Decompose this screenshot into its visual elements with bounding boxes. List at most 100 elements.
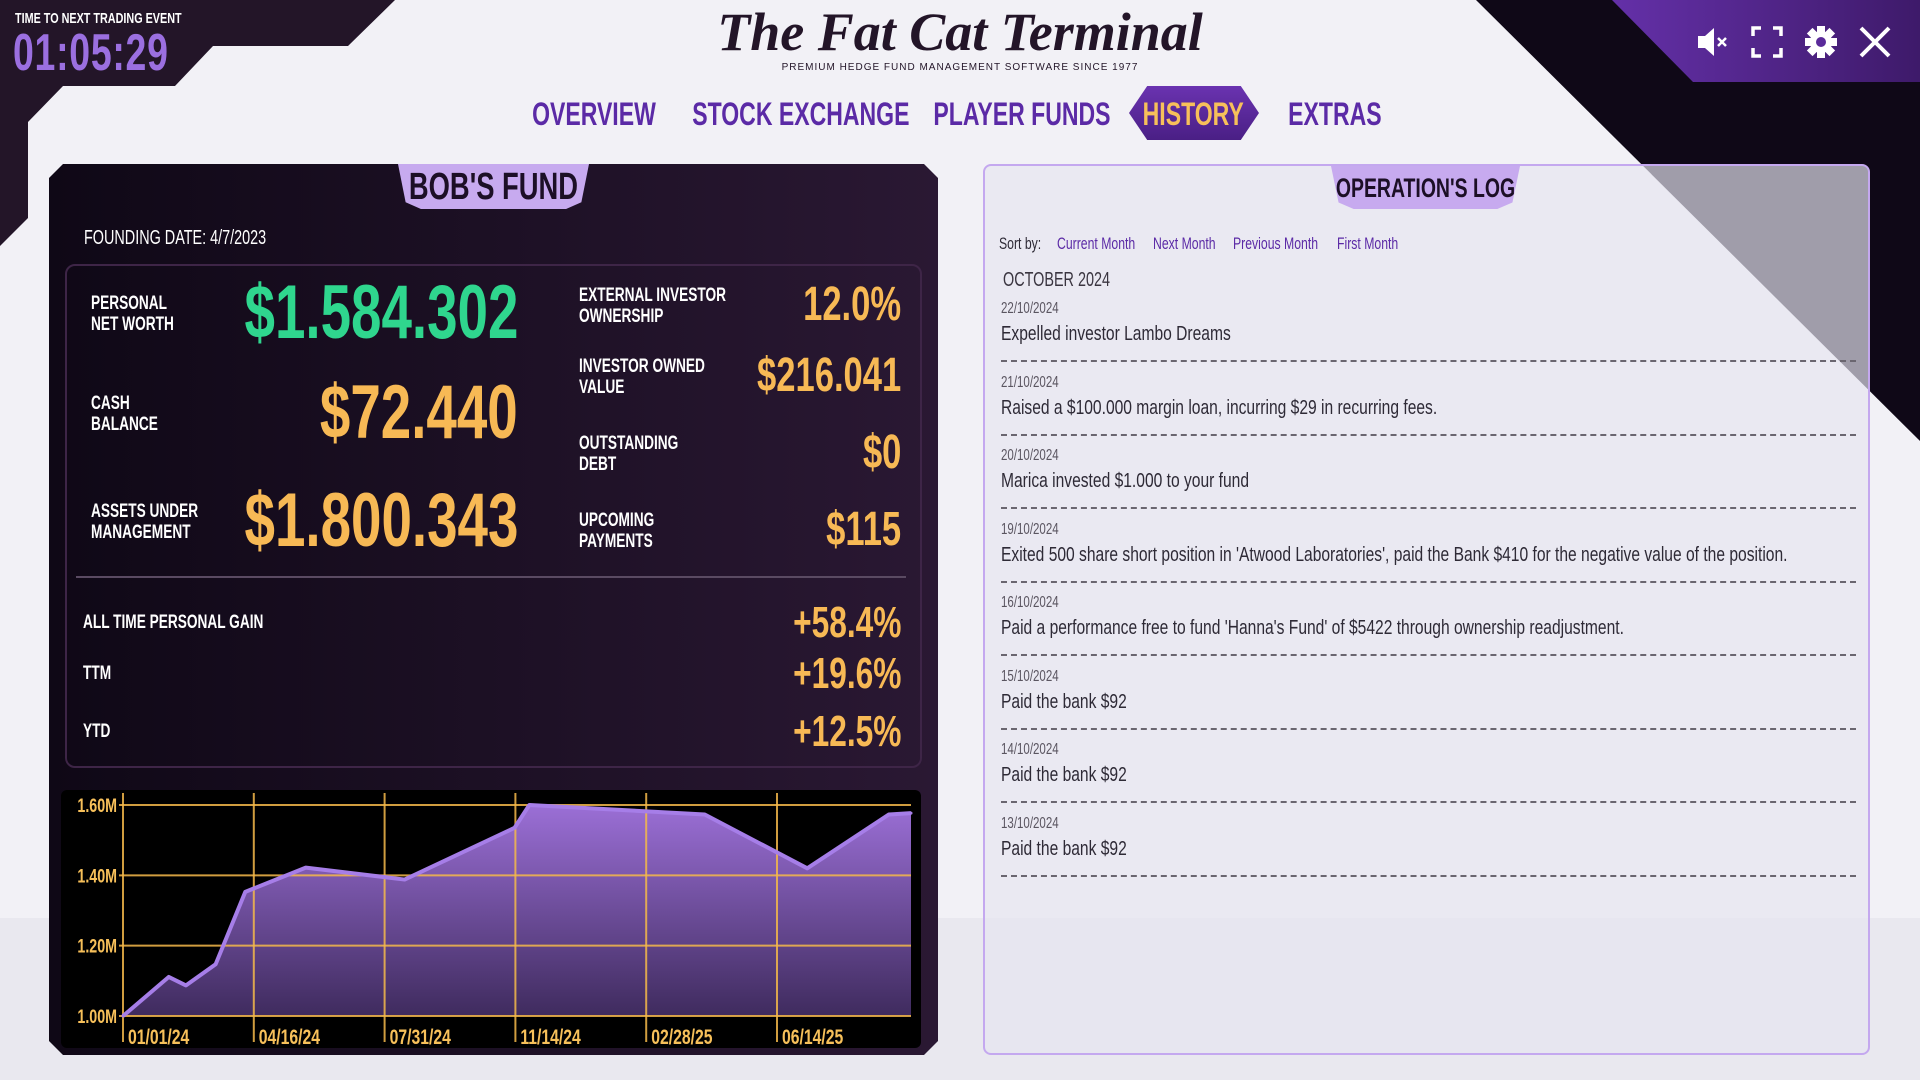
- nav-label: PLAYER FUNDS: [933, 96, 1111, 132]
- sort-first-month[interactable]: First Month: [1337, 234, 1409, 254]
- stat-label: PERSONAL NET WORTH: [91, 293, 201, 335]
- stat-label-line2: DEBT: [579, 454, 617, 475]
- tab-history[interactable]: HISTORY: [1142, 94, 1244, 134]
- log-entry-text: Expelled investor Lambo Dreams: [1001, 322, 1861, 346]
- x-tick-label: 01/01/24: [128, 1025, 190, 1049]
- log-entry-date: 14/10/2024: [1001, 741, 1121, 759]
- log-text: Expelled investor Lambo Dreams: [1001, 323, 1231, 345]
- gain-value: +58.4%: [751, 598, 901, 648]
- log-date-text: 15/10/2024: [1001, 667, 1059, 685]
- stat-label-line1: CASH: [91, 393, 130, 414]
- log-entry-text: Paid the bank $92: [1001, 690, 1861, 714]
- tagline-text: PREMIUM HEDGE FUND MANAGEMENT SOFTWARE S…: [781, 62, 1139, 73]
- tab-overview[interactable]: OVERVIEW: [532, 94, 656, 134]
- tab-stock-exchange[interactable]: STOCK EXCHANGE: [692, 94, 909, 134]
- log-entry-text: Marica invested $1.000 to your fund: [1001, 469, 1861, 493]
- tab-extras[interactable]: EXTRAS: [1288, 94, 1381, 134]
- log-entry-text: Exited 500 share short position in 'Atwo…: [1001, 543, 1861, 567]
- data-point: [167, 975, 171, 979]
- stat-value: $1.584.302: [215, 273, 518, 353]
- gain-value-text: +19.6%: [792, 649, 901, 698]
- mute-icon[interactable]: [1696, 24, 1730, 60]
- stat-value: $1.800.343: [215, 481, 518, 561]
- sort-next-month[interactable]: Next Month: [1153, 234, 1225, 254]
- stat-value: $0: [751, 428, 901, 478]
- data-point: [403, 878, 407, 882]
- log-title-tab: OPERATION'S LOG: [1331, 166, 1520, 209]
- sort-option-label: Previous Month: [1233, 234, 1319, 253]
- log-date-text: 13/10/2024: [1001, 814, 1059, 832]
- log-divider: [1001, 433, 1856, 436]
- gain-value: +12.5%: [751, 707, 901, 757]
- divider: [76, 576, 906, 578]
- gain-value-text: +12.5%: [792, 707, 901, 756]
- stat-value-text: $115: [826, 503, 901, 556]
- log-entry-date: 13/10/2024: [1001, 815, 1121, 833]
- month-heading: OCTOBER 2024: [1003, 269, 1110, 291]
- sort-option-label: Next Month: [1153, 234, 1216, 253]
- stat-label: INVESTOR OWNED VALUE: [579, 356, 719, 398]
- log-divider: [1001, 801, 1856, 803]
- tagline: PREMIUM HEDGE FUND MANAGEMENT SOFTWARE S…: [660, 62, 1260, 74]
- operations-log-panel: [983, 164, 1870, 1055]
- sort-previous-month[interactable]: Previous Month: [1233, 234, 1329, 254]
- sort-option-label: First Month: [1337, 234, 1399, 253]
- log-entry-date: 19/10/2024: [1001, 521, 1121, 539]
- log-entry-date: 16/10/2024: [1001, 594, 1121, 612]
- fullscreen-icon[interactable]: [1750, 24, 1784, 60]
- x-tick-label: 06/14/25: [782, 1025, 843, 1049]
- window-controls: [1696, 24, 1892, 60]
- nav-label: STOCK EXCHANGE: [692, 96, 910, 132]
- stat-value-text: $72.440: [320, 370, 518, 455]
- nav-label: HISTORY: [1142, 96, 1244, 132]
- stat-label: CASH BALANCE: [91, 393, 201, 435]
- stat-value-text: $216.041: [756, 349, 901, 402]
- logo-text: The Fat Cat Terminal: [717, 2, 1203, 62]
- gain-value: +19.6%: [751, 649, 901, 699]
- stat-label-line1: EXTERNAL INVESTOR: [579, 285, 726, 306]
- gain-label: TTM: [83, 663, 283, 684]
- gear-icon[interactable]: [1804, 24, 1838, 60]
- stat-label: ASSETS UNDER MANAGEMENT: [91, 501, 201, 543]
- data-point: [527, 803, 531, 807]
- nav-label: EXTRAS: [1288, 96, 1382, 132]
- stat-label-line1: INVESTOR OWNED: [579, 356, 705, 377]
- stat-value-text: $1.584.302: [244, 270, 518, 355]
- stat-label-line1: ASSETS UNDER: [91, 501, 199, 522]
- log-entry-date: 20/10/2024: [1001, 447, 1121, 465]
- log-text: Paid the bank $92: [1001, 690, 1127, 713]
- log-text: Paid the bank $92: [1001, 837, 1127, 860]
- data-point: [214, 962, 218, 966]
- stat-label-line2: NET WORTH: [91, 314, 174, 335]
- timer-label: TIME TO NEXT TRADING EVENT: [15, 10, 182, 27]
- stat-value: $216.041: [751, 351, 901, 401]
- log-date-text: 22/10/2024: [1001, 300, 1059, 317]
- gain-value-text: +58.4%: [792, 598, 901, 647]
- y-tick-label: 1.60M: [77, 795, 117, 816]
- nav-active-highlight: [1129, 86, 1259, 140]
- data-point: [121, 1014, 125, 1018]
- stat-value-text: 12.0%: [803, 278, 901, 331]
- stat-label-line2: OWNERSHIP: [579, 306, 664, 327]
- stat-value-text: $0: [862, 426, 901, 479]
- sort-label: Sort by:: [999, 234, 1042, 253]
- log-date-text: 19/10/2024: [1001, 520, 1059, 538]
- tab-player-funds[interactable]: PLAYER FUNDS: [933, 94, 1110, 134]
- y-tick-label: 1.00M: [77, 1006, 117, 1027]
- logo: The Fat Cat Terminal: [660, 4, 1260, 60]
- close-icon[interactable]: [1858, 24, 1892, 60]
- data-point: [513, 826, 517, 830]
- data-point: [304, 866, 308, 870]
- x-tick-label: 07/31/24: [390, 1025, 452, 1049]
- sort-current-month[interactable]: Current Month: [1057, 234, 1145, 254]
- stat-value: 12.0%: [751, 280, 901, 330]
- data-point: [805, 866, 809, 870]
- stat-label: UPCOMING PAYMENTS: [579, 510, 719, 552]
- log-date-text: 16/10/2024: [1001, 594, 1059, 611]
- log-entry-date: 22/10/2024: [1001, 300, 1121, 318]
- fund-title: BOB'S FUND: [408, 165, 579, 208]
- log-date-text: 20/10/2024: [1001, 447, 1059, 464]
- gain-label-text: YTD: [83, 721, 111, 742]
- x-tick-label: 02/28/25: [651, 1025, 712, 1049]
